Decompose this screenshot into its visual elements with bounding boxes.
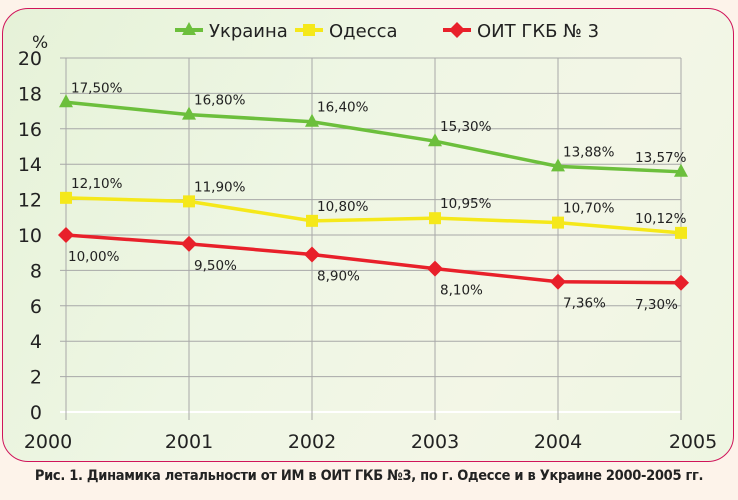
data-point (550, 273, 566, 290)
data-point (304, 246, 320, 263)
data-label: 12,10% (71, 176, 123, 192)
data-point (58, 227, 74, 243)
line-chart: 0 2 4 6 8 10 12 14 16 18 20 2000 2001 2002 2003 2004 200… (18, 21, 717, 453)
y-tick-label: 16 (18, 119, 42, 141)
data-label: 15,30% (440, 119, 492, 135)
data-label: 10,12% (635, 211, 687, 227)
data-point (552, 216, 564, 229)
legend-label: Украина (209, 21, 288, 42)
series-line (65, 233, 682, 285)
data-label: 7,30% (635, 297, 678, 313)
y-tick-label: 12 (18, 190, 42, 212)
x-tick-label: 2004 (534, 431, 582, 453)
data-label: 16,80% (194, 93, 246, 109)
data-point (181, 235, 197, 252)
data-point (182, 106, 196, 120)
series-line (65, 196, 682, 235)
data-label: 10,80% (317, 199, 369, 215)
data-point (306, 214, 318, 227)
data-point (428, 133, 442, 147)
y-axis-label: % (32, 33, 48, 53)
legend-marker (303, 24, 315, 36)
data-point (551, 158, 565, 172)
data-label: 9,50% (194, 258, 237, 274)
y-tick-label: 10 (18, 225, 42, 247)
data-point (429, 212, 441, 225)
data-label: 11,90% (194, 179, 246, 195)
data-point (183, 195, 195, 208)
data-label: 17,50% (71, 80, 123, 96)
y-tick-label: 6 (30, 296, 42, 318)
legend-label: ОИТ ГКБ № 3 (477, 21, 599, 42)
legend-label: Одесса (329, 21, 398, 42)
y-tick-label: 20 (18, 48, 42, 70)
x-tick-label: 2001 (165, 431, 213, 453)
data-label: 8,10% (440, 283, 483, 299)
y-tick-label: 2 (30, 367, 42, 389)
legend-marker (182, 22, 196, 35)
legend-marker (449, 22, 465, 38)
data-label: 10,70% (563, 201, 615, 217)
data-point (675, 226, 687, 239)
x-tick-label: 2002 (288, 431, 336, 453)
figure-caption: Рис. 1. Динамика летальности от ИМ в ОИТ… (34, 468, 704, 484)
data-point (674, 163, 688, 177)
data-point (427, 260, 443, 277)
data-label: 13,88% (563, 144, 615, 160)
y-tick-label: 0 (30, 402, 42, 424)
data-label: 8,90% (317, 268, 360, 284)
data-label: 16,40% (317, 100, 369, 116)
y-tick-label: 18 (18, 83, 42, 105)
series-line (65, 100, 682, 174)
data-label: 10,95% (440, 196, 492, 212)
data-point (305, 113, 319, 127)
data-point (59, 94, 73, 108)
x-tick-label: 2003 (411, 431, 459, 453)
data-label: 7,36% (563, 296, 606, 312)
data-label: 10,00% (68, 249, 120, 265)
y-tick-label: 8 (30, 260, 42, 282)
y-tick-label: 4 (30, 331, 42, 353)
data-point (60, 191, 72, 204)
data-label: 13,57% (635, 150, 687, 166)
y-tick-label: 14 (18, 154, 42, 176)
x-tick-label: 2000 (24, 431, 72, 453)
data-point (673, 274, 689, 291)
x-tick-label: 2005 (669, 431, 717, 453)
